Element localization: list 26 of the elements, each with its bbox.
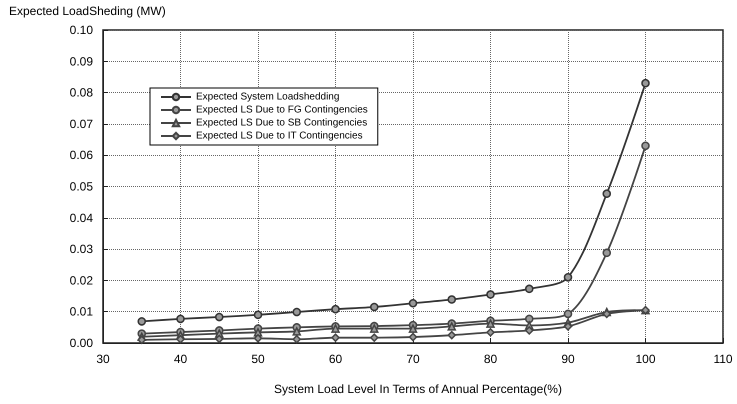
x-tick-label: 40 <box>174 352 188 366</box>
y-tick-label: 0.02 <box>70 273 94 288</box>
legend-label: Expected LS Due to FG Contingencies <box>196 104 368 116</box>
x-tick-label: 100 <box>635 352 656 366</box>
y-tick-label: 0.06 <box>70 148 94 162</box>
y-tick-label: 0.04 <box>70 210 94 225</box>
legend-label: Expected LS Due to IT Contingencies <box>196 130 363 142</box>
y-tick-label: 0.10 <box>70 23 94 37</box>
y-tick-label: 0.03 <box>70 242 94 256</box>
y-tick-label: 0.01 <box>70 304 94 319</box>
y-tick-label: 0.07 <box>70 116 94 131</box>
x-tick-label: 90 <box>561 352 575 366</box>
x-tick-label: 50 <box>251 352 265 366</box>
y-tick-label: 0.05 <box>70 180 94 194</box>
legend-label: Expected System Loadshedding <box>196 92 340 102</box>
x-tick-label: 110 <box>713 352 733 366</box>
y-axis-title: Expected LoadSheding (MW) <box>9 4 166 18</box>
y-tick-label: 0.09 <box>70 54 94 68</box>
y-tick-label: 0.08 <box>70 86 94 100</box>
x-tick-label: 60 <box>328 352 342 366</box>
x-axis-title: System Load Level In Terms of Annual Percentage(%) <box>274 382 562 396</box>
x-tick-label: 80 <box>484 352 498 366</box>
y-tick-label: 0.00 <box>70 336 94 350</box>
x-tick-label: 30 <box>96 352 110 366</box>
legend-label: Expected LS Due to SB Contingencies <box>196 118 368 128</box>
x-tick-label: 70 <box>406 352 420 366</box>
